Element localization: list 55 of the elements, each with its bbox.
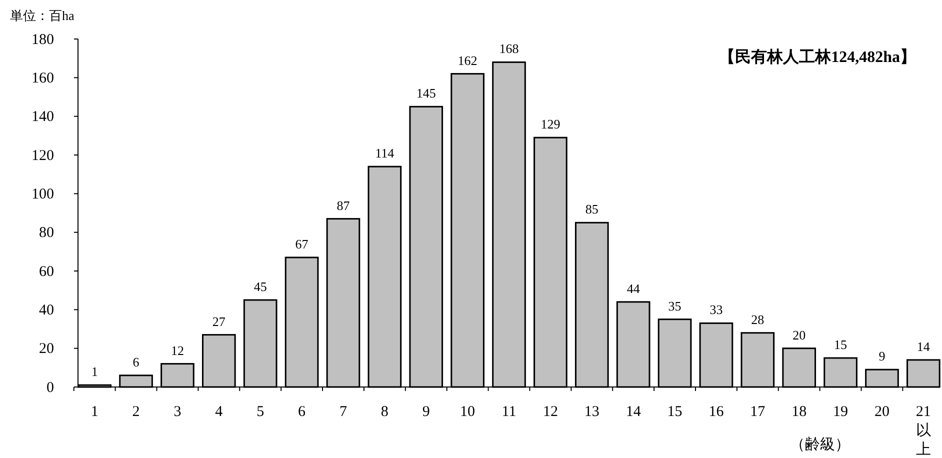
y-tick-label: 60	[39, 264, 54, 280]
x-tick-label: 8	[380, 404, 388, 420]
x-tick-label: 14	[626, 404, 642, 420]
y-tick-label: 40	[39, 302, 54, 318]
data-label: 27	[212, 314, 226, 329]
x-tick-label: 19	[833, 404, 848, 420]
x-tick-label: 13	[584, 404, 600, 420]
data-label: 145	[416, 86, 436, 101]
y-axis-title: 単位：百ha	[10, 8, 74, 23]
y-tick-label: 120	[32, 148, 54, 164]
x-tick-label: 4	[215, 404, 224, 420]
data-label: 168	[499, 41, 519, 56]
y-tick-label: 140	[32, 109, 54, 126]
data-label: 35	[668, 298, 682, 314]
data-label: 1	[91, 364, 98, 380]
data-label: 129	[540, 116, 560, 132]
y-tick-label: 80	[39, 225, 54, 242]
x-tick-label: 10	[460, 404, 476, 420]
x-tick-label: 2	[132, 404, 140, 420]
data-label: 162	[458, 52, 478, 68]
data-label: 33	[710, 302, 723, 318]
data-label: 45	[254, 279, 267, 294]
x-tick-label: 12	[542, 404, 558, 420]
x-tick-label: 15	[667, 404, 682, 420]
y-tick-label: 160	[32, 70, 54, 86]
x-tick-label: 17	[750, 404, 766, 420]
x-tick-label: 9	[422, 404, 430, 420]
data-label: 67	[295, 236, 309, 252]
x-tick-label: 6	[298, 404, 306, 420]
x-tick-label: 5	[256, 404, 264, 420]
data-label: 28	[751, 312, 764, 327]
data-label: 44	[626, 280, 640, 296]
data-label: 20	[792, 327, 806, 342]
x-axis-title: （齢級）	[790, 436, 850, 453]
data-label: 85	[585, 202, 598, 217]
x-tick-label: 3	[174, 404, 182, 420]
y-tick-label: 0	[46, 380, 54, 396]
x-tick-label: 20	[874, 404, 890, 420]
x-tick-label: 18	[792, 404, 807, 420]
y-tick-label: 20	[39, 341, 54, 358]
data-label: 9	[878, 348, 886, 364]
data-label: 6	[132, 354, 140, 370]
x-tick-label: 7	[339, 404, 348, 420]
annotation: 【民有林人工林124,482ha】	[719, 48, 916, 66]
x-tick-label: 21以上	[916, 404, 931, 458]
data-label: 114	[375, 146, 395, 161]
y-tick-label: 100	[32, 186, 54, 202]
x-tick-label: 16	[708, 404, 724, 420]
x-tick-label: 11	[502, 404, 516, 420]
data-label: 87	[336, 198, 350, 213]
x-tick-label: 1	[90, 404, 98, 420]
data-label: 12	[170, 342, 184, 358]
y-tick-label: 180	[32, 32, 54, 48]
data-label: 15	[834, 337, 848, 352]
data-label: 14	[916, 338, 930, 354]
